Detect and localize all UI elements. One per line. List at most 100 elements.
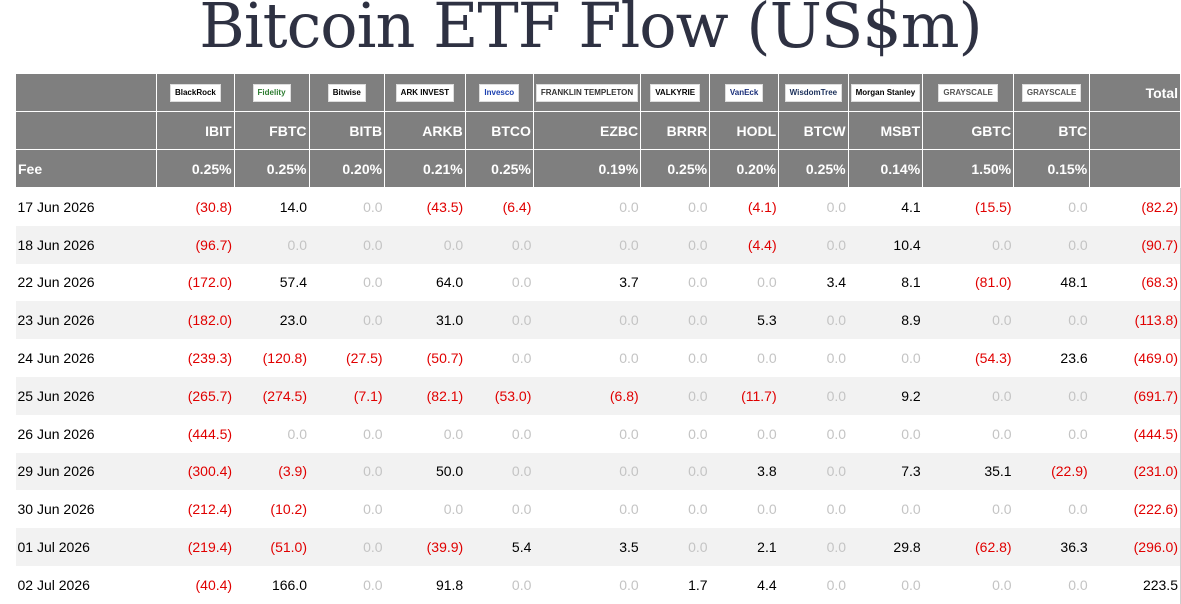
logo-wrap: FRANKLIN TEMPLETON (535, 75, 639, 111)
fund-logo-btc: GRAYSCALE (1021, 83, 1082, 102)
fund-logo-gbtc: GRAYSCALE (938, 83, 998, 102)
fee-total-blank (1089, 149, 1181, 188)
fund-logo-cell-bitb: Bitwise (308, 73, 386, 112)
flow-cell-msbt: 9.2 (901, 387, 921, 404)
row-total: (231.0) (1089, 452, 1181, 491)
logo-wrap: VanEck (712, 75, 776, 111)
flow-cell-btcw: 0.0 (826, 576, 847, 593)
fund-code-btcw: BTCW (778, 111, 849, 150)
flow-cell-msbt: 0.0 (901, 425, 921, 442)
flow-cell-hodl: 0.0 (757, 350, 777, 367)
row-total: (444.5) (1089, 414, 1181, 453)
fund-fee-btco: 0.25% (464, 149, 534, 188)
flow-cell-btcw: 0.0 (826, 312, 847, 329)
logo-wrap: WisdomTree (781, 75, 845, 111)
table-row: 01 Jul 2026 (219.4) (51.0) 0.0 (39.9) 5.4 3.5 0… (15, 528, 1181, 566)
fund-logo-cell-ezbc: FRANKLIN TEMPLETON (532, 73, 642, 112)
fund-logo-cell-btcw: WisdomTree (778, 73, 849, 112)
flow-cell-arkb: 0.0 (443, 236, 464, 253)
logo-wrap: Bitwise (312, 75, 383, 111)
flow-cell-ezbc: 0.0 (619, 350, 639, 367)
flow-cell-btc: 0.0 (1068, 425, 1088, 442)
flow-cell-btco: 0.0 (511, 425, 532, 442)
flow-cell-brrr: 0.0 (688, 425, 708, 442)
fund-fee-arkb: 0.21% (384, 149, 466, 188)
flow-cell-msbt: 10.4 (893, 236, 921, 253)
fund-logo-btco: Invesco (479, 83, 520, 102)
table-body: 17 Jun 2026 (30.8) 14.0 0.0 (43.5) (6.4) 0.0 0.… (15, 187, 1181, 604)
flow-cell-brrr: 1.7 (688, 576, 708, 593)
fund-logo-fbtc: Fidelity (252, 83, 291, 102)
flow-cell-brrr: 0.0 (688, 274, 708, 291)
fund-fee-ezbc: 0.19% (532, 149, 642, 188)
flow-cell-gbtc: (81.0) (975, 274, 1012, 291)
fund-logo-cell-msbt: Morgan Stanley (847, 73, 924, 112)
row-date: 30 Jun 2026 (17, 501, 95, 518)
flow-cell-fbtc: 166.0 (271, 576, 307, 593)
fund-fee-bitb: 0.20% (308, 149, 386, 188)
flow-cell-fbtc: 23.0 (279, 312, 307, 329)
flow-cell-btcw: 0.0 (826, 387, 847, 404)
flow-cell-btc: 36.3 (1060, 539, 1088, 556)
row-total: (469.0) (1089, 339, 1181, 377)
table-row: 24 Jun 2026 (239.3) (120.8) (27.5) (50.7) 0.0… (16, 339, 1181, 377)
table-row: 30 Jun 2026 (212.4) (10.2) 0.0 0.0 0.0 0.0 0.0 0… (16, 490, 1181, 529)
flow-cell-bitb: 0.0 (363, 539, 383, 556)
fee-row: Fee 0.25% 0.25% 0.20% 0.21% 0.25% 0.19% 0.25% 0… (14, 149, 1181, 188)
flow-cell-bitb: 0.0 (363, 501, 383, 518)
row-date: 01 Jul 2026 (17, 539, 90, 556)
fund-logo-row: BlackRock Fidelity Bitwise ARK INVEST Invesc… (14, 73, 1181, 112)
fund-fee-hodl: 0.20% (709, 149, 780, 188)
row-date: 18 Jun 2026 (17, 236, 95, 253)
logo-wrap: Fidelity (237, 75, 307, 111)
flow-cell-btcw: 0.0 (826, 539, 847, 556)
fund-code-hodl: HODL (709, 111, 780, 150)
fund-logo-arkb: ARK INVEST (395, 83, 455, 102)
flow-cell-ezbc: 0.0 (619, 463, 639, 480)
fund-code-gbtc: GBTC (922, 111, 1015, 150)
fund-code-bitb: BITB (308, 111, 386, 150)
logo-wrap: VALKYRIE (643, 75, 707, 111)
flow-cell-gbtc: 35.1 (984, 463, 1012, 480)
flow-cell-hodl: 0.0 (757, 501, 777, 518)
flow-cell-ezbc: 0.0 (619, 425, 639, 442)
flow-cell-ibit: (212.4) (187, 501, 233, 518)
row-date: 25 Jun 2026 (17, 387, 95, 404)
flow-cell-fbtc: 0.0 (287, 425, 307, 442)
flow-cell-fbtc: (10.2) (270, 501, 307, 518)
row-total: (113.8) (1089, 301, 1181, 340)
flow-cell-ibit: (40.4) (195, 576, 233, 593)
flow-cell-btco: 0.0 (511, 312, 532, 329)
flow-cell-brrr: 0.0 (688, 236, 708, 253)
flow-cell-btcw: 0.0 (826, 236, 847, 253)
table-row: 18 Jun 2026 (96.7) 0.0 0.0 0.0 0.0 0.0 0.0 (4.4)… (15, 225, 1181, 264)
flow-cell-bitb: 0.0 (363, 198, 383, 215)
row-total: (90.7) (1089, 225, 1181, 264)
fund-fee-btcw: 0.25% (778, 149, 849, 188)
code-blank-cell (14, 111, 158, 150)
flow-cell-gbtc: 0.0 (992, 501, 1012, 518)
flow-cell-arkb: (82.1) (426, 387, 464, 404)
flow-cell-btcw: 0.0 (826, 501, 847, 518)
logo-wrap: Invesco (468, 75, 531, 111)
flow-cell-btcw: 0.0 (826, 350, 847, 367)
row-total: (691.7) (1089, 376, 1181, 415)
flow-cell-arkb: (39.9) (426, 539, 464, 556)
fund-logo-btcw: WisdomTree (784, 83, 843, 102)
flow-cell-btcw: 3.4 (826, 274, 847, 291)
flow-cell-hodl: (11.7) (741, 387, 777, 404)
row-total: (296.0) (1089, 528, 1181, 566)
flow-cell-fbtc: (274.5) (262, 387, 307, 404)
flow-cell-gbtc: (15.5) (975, 198, 1012, 215)
flow-cell-btc: 0.0 (1068, 387, 1088, 404)
flow-cell-hodl: (4.1) (747, 198, 777, 215)
fund-logo-cell-hodl: VanEck (709, 73, 780, 112)
row-date: 29 Jun 2026 (17, 463, 95, 480)
flow-cell-btco: (53.0) (494, 387, 532, 404)
flow-cell-arkb: 0.0 (443, 425, 464, 442)
flow-cell-brrr: 0.0 (688, 387, 708, 404)
fund-code-arkb: ARKB (384, 111, 466, 150)
flow-cell-ezbc: 0.0 (619, 236, 639, 253)
flow-cell-btco: (6.4) (502, 198, 532, 215)
flow-cell-arkb: 91.8 (435, 576, 464, 593)
